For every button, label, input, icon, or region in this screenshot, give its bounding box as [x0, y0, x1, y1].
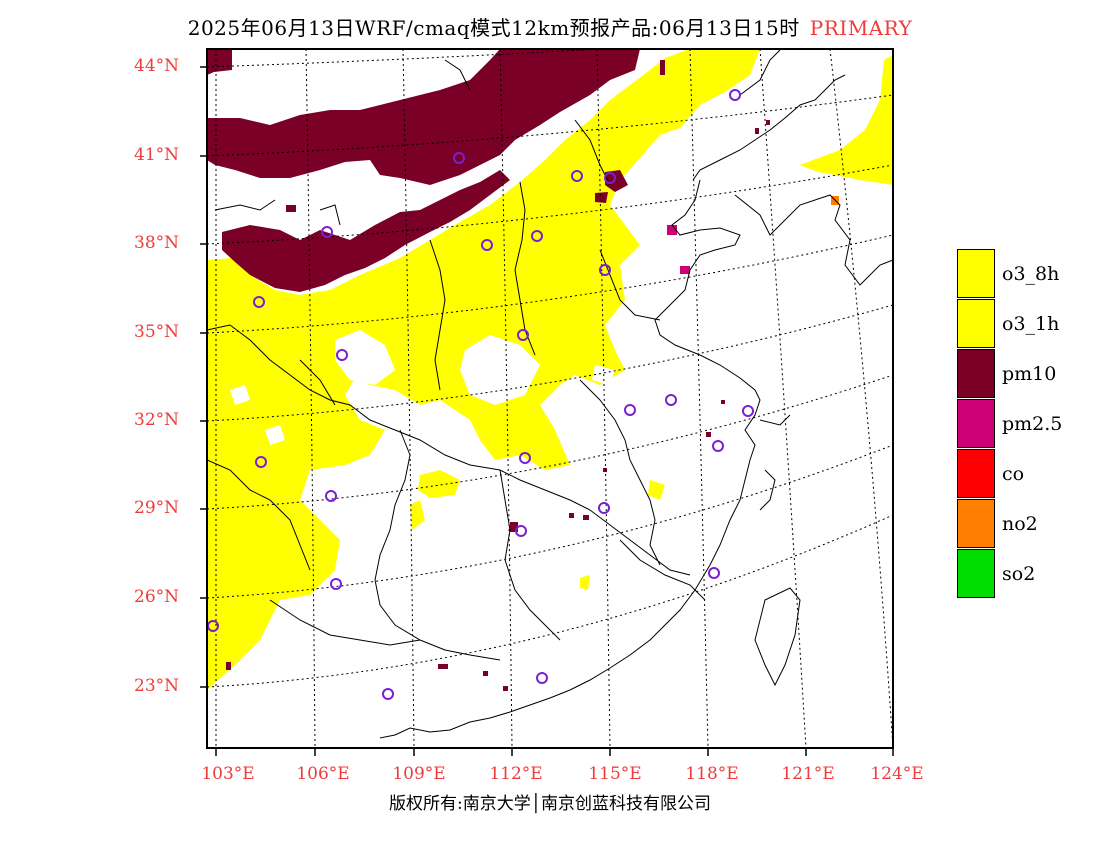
lat-label-35n: 35°N — [134, 322, 180, 342]
map-frame — [206, 48, 894, 749]
lon-label-106e: 106°E — [296, 764, 350, 784]
lon-label-103e: 103°E — [201, 764, 255, 784]
legend-label: co — [1002, 463, 1025, 485]
lat-label-26n: 26°N — [134, 587, 180, 607]
legend: o3_8h o3_1h pm10 pm2.5 co no2 so2 — [957, 249, 1100, 599]
lat-label-23n: 23°N — [134, 676, 180, 696]
lat-label-32n: 32°N — [134, 410, 180, 430]
legend-swatch — [957, 449, 995, 498]
legend-item-co: co — [957, 449, 1100, 499]
legend-item-o3-1h: o3_1h — [957, 299, 1100, 349]
pm10-coverage — [207, 49, 665, 292]
copyright-text: 版权所有:南京大学│南京创蓝科技有限公司 — [389, 794, 711, 814]
o3-gaps — [230, 330, 615, 445]
legend-item-o3-8h: o3_8h — [957, 249, 1100, 299]
lon-label-112e: 112°E — [489, 764, 543, 784]
title-main: 2025年06月13日WRF/cmaq模式12km预报产品:06月13日15时 — [187, 16, 800, 40]
legend-item-so2: so2 — [957, 549, 1100, 599]
legend-label: o3_8h — [1002, 263, 1060, 285]
legend-swatch — [957, 399, 995, 448]
lon-label-109e: 109°E — [392, 764, 446, 784]
axis-ticks — [200, 66, 894, 756]
legend-label: so2 — [1002, 563, 1036, 585]
legend-item-pm10: pm10 — [957, 349, 1100, 399]
map-title: 2025年06月13日WRF/cmaq模式12km预报产品:06月13日15时 P… — [0, 12, 1100, 41]
lon-label-124e: 124°E — [870, 764, 924, 784]
lon-label-121e: 121°E — [781, 764, 835, 784]
lon-label-115e: 115°E — [588, 764, 642, 784]
lon-label-118e: 118°E — [685, 764, 739, 784]
legend-swatch — [957, 349, 995, 398]
legend-swatch — [957, 549, 995, 598]
graticule — [207, 49, 893, 748]
legend-item-pm25: pm2.5 — [957, 399, 1100, 449]
map-content — [207, 49, 893, 748]
legend-label: o3_1h — [1002, 313, 1060, 335]
lat-label-41n: 41°N — [134, 145, 180, 165]
legend-swatch — [957, 249, 995, 298]
legend-swatch — [957, 499, 995, 548]
legend-label: pm2.5 — [1002, 413, 1063, 435]
legend-item-no2: no2 — [957, 499, 1100, 549]
title-tag: PRIMARY — [809, 16, 913, 40]
legend-label: pm10 — [1002, 363, 1057, 385]
legend-swatch — [957, 299, 995, 348]
lat-label-38n: 38°N — [134, 233, 180, 253]
lat-label-44n: 44°N — [134, 56, 180, 76]
legend-label: no2 — [1002, 513, 1038, 535]
lat-label-29n: 29°N — [134, 498, 180, 518]
